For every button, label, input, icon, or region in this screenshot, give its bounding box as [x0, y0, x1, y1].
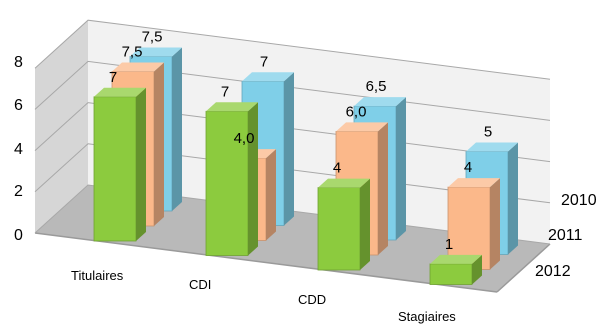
- floor-edge: [496, 243, 551, 293]
- category-label: CDI: [189, 277, 211, 292]
- bar-side: [284, 72, 294, 226]
- bar-top: [336, 122, 388, 132]
- bar: [93, 87, 146, 242]
- floor-edge: [34, 232, 498, 293]
- bar: [317, 178, 370, 271]
- bar-front: [205, 110, 249, 256]
- x-axis: Titulaires CDI CDD Stagiaires: [71, 268, 456, 324]
- data-label: 4: [464, 159, 472, 176]
- bar-side: [266, 149, 276, 241]
- bar-front: [317, 187, 361, 271]
- bar-side: [154, 62, 164, 226]
- y-tick-label: 0: [14, 227, 23, 244]
- chart-bars: [93, 47, 518, 285]
- bar-top: [430, 254, 482, 264]
- series-depth-label: 2011: [548, 227, 583, 244]
- bar-top: [448, 178, 500, 188]
- bar-side: [472, 254, 482, 285]
- series-depth-label: 2012: [535, 263, 571, 280]
- series-depth-label: 2010: [561, 192, 597, 209]
- bar: [429, 254, 482, 285]
- bar-side: [378, 122, 388, 256]
- data-label: 7: [109, 69, 117, 86]
- data-label: 4,0: [234, 130, 255, 147]
- bar-top: [354, 97, 406, 107]
- bar-side: [360, 178, 370, 270]
- bar-top: [130, 47, 182, 57]
- y-tick-label: 2: [14, 183, 23, 200]
- bar-front: [93, 96, 137, 242]
- data-label: 6,5: [366, 78, 387, 95]
- data-label: 7,5: [142, 29, 163, 46]
- y-tick-label: 4: [14, 141, 23, 158]
- depth-axis: 2010 2011 2012: [535, 192, 597, 280]
- data-label: 5: [484, 124, 492, 141]
- bar-side: [490, 178, 500, 270]
- bar-top: [466, 142, 518, 152]
- category-label: CDD: [298, 292, 326, 307]
- bar-top: [318, 178, 370, 188]
- data-label: 6,0: [346, 103, 367, 120]
- category-label: Stagiaires: [398, 309, 456, 324]
- bar: [241, 72, 294, 226]
- category-label: Titulaires: [71, 268, 124, 283]
- data-label: 1: [445, 236, 453, 253]
- bar: [205, 102, 258, 256]
- data-label: 7: [260, 53, 268, 70]
- bar-side: [248, 102, 258, 256]
- bar-top: [112, 62, 164, 72]
- data-label: 7: [221, 83, 229, 100]
- y-axis: 0 2 4 6 8: [14, 54, 23, 244]
- gridline: [34, 19, 551, 80]
- bar-side: [396, 97, 406, 240]
- data-label: 4: [333, 160, 341, 177]
- bar-front: [429, 263, 473, 285]
- bar-top: [94, 87, 146, 97]
- y-tick-label: 8: [14, 54, 23, 71]
- bar-side: [172, 47, 182, 211]
- bar-top: [242, 72, 294, 82]
- bar-side: [508, 142, 518, 255]
- bar-side: [136, 87, 146, 241]
- bar-top: [206, 102, 258, 112]
- y-tick-label: 6: [14, 97, 23, 114]
- chart-labels: 7,5 7 6,5 5 7,5 4,0 6,0 4 7 7 4 1: [109, 29, 492, 253]
- data-label: 7,5: [122, 44, 143, 61]
